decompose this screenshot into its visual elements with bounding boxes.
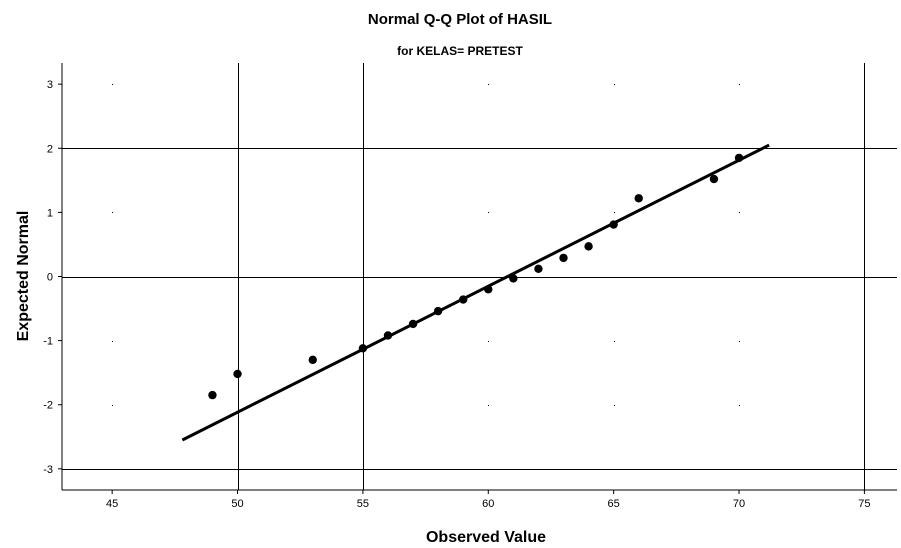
grid-dot xyxy=(238,84,239,85)
grid-dot xyxy=(488,212,489,213)
grid-dot xyxy=(363,148,364,149)
grid-dot xyxy=(363,84,364,85)
y-axis-label: Expected Normal xyxy=(15,211,32,342)
plot-area: 3 2 1 0 -1 -2 -3 45 50 55 60 65 70 75 xyxy=(43,63,897,510)
data-point xyxy=(208,390,217,400)
grid-dot xyxy=(488,148,489,149)
grid-dot xyxy=(488,469,489,470)
x-axis-label: Observed Value xyxy=(426,529,546,546)
grid-dot xyxy=(363,405,364,406)
grid-dot xyxy=(739,469,740,470)
grid-dot xyxy=(614,212,615,213)
grid-dot xyxy=(112,341,113,342)
x-tick-label: 55 xyxy=(357,498,369,510)
grid-dot xyxy=(864,277,865,278)
grid-dot xyxy=(112,469,113,470)
x-tick-label: 70 xyxy=(733,498,745,510)
y-tick-label: -1 xyxy=(43,336,53,348)
data-point xyxy=(484,285,493,294)
grid-dot xyxy=(614,341,615,342)
data-point xyxy=(509,274,518,283)
y-tick-label: 1 xyxy=(47,207,53,219)
grid-dot xyxy=(363,277,364,278)
grid-dot xyxy=(112,84,113,85)
grid-dot xyxy=(238,277,239,278)
grid-dot xyxy=(363,469,364,470)
grid-dot xyxy=(238,405,239,406)
chart-subtitle: for KELAS= PRETEST xyxy=(397,44,523,58)
y-tick-label: 2 xyxy=(47,143,53,155)
data-point xyxy=(734,153,744,163)
x-tick-label: 50 xyxy=(231,498,243,510)
y-tick-label: 3 xyxy=(47,79,53,91)
grid-dot xyxy=(488,405,489,406)
data-point xyxy=(584,242,593,251)
data-point xyxy=(634,194,643,203)
grid-dot xyxy=(614,84,615,85)
x-tick-label: 75 xyxy=(858,498,870,510)
grid-dot xyxy=(864,148,865,149)
grid-dot xyxy=(739,84,740,85)
grid-dot xyxy=(864,341,865,342)
grid-dot xyxy=(238,341,239,342)
grid-dot xyxy=(864,212,865,213)
data-point xyxy=(534,264,543,274)
grid-dot xyxy=(614,469,615,470)
data-point xyxy=(609,220,618,229)
data-point xyxy=(383,331,393,340)
x-tick-label: 65 xyxy=(608,498,620,510)
y-tick-label: 0 xyxy=(47,272,53,284)
grid-dot xyxy=(614,148,615,149)
grid-dot xyxy=(739,148,740,149)
data-point xyxy=(559,253,568,263)
grid-dot xyxy=(112,405,113,406)
grid-dot xyxy=(864,469,865,470)
data-point xyxy=(709,174,719,184)
reference-line xyxy=(181,143,770,442)
grid-dot xyxy=(864,405,865,406)
grid-dot xyxy=(488,277,489,278)
grid-dot xyxy=(112,212,113,213)
grid-dot xyxy=(739,212,740,213)
grid-dot xyxy=(238,212,239,213)
y-tick-label: -2 xyxy=(43,400,53,412)
grid-dot xyxy=(739,405,740,406)
grid-dot xyxy=(488,84,489,85)
grid-dot xyxy=(614,277,615,278)
x-tick-label: 45 xyxy=(106,498,118,510)
grid-dot xyxy=(238,148,239,149)
grid-dot xyxy=(864,84,865,85)
x-tick-label: 60 xyxy=(482,498,494,510)
grid-dot xyxy=(238,469,239,470)
data-point xyxy=(408,319,418,329)
grid-dot xyxy=(739,341,740,342)
grid-dot xyxy=(112,277,113,278)
grid-dot xyxy=(488,341,489,342)
y-tick-label: -3 xyxy=(43,464,53,476)
grid-dot xyxy=(112,148,113,149)
grid-dot xyxy=(363,212,364,213)
grid-dot xyxy=(614,405,615,406)
grid-dot xyxy=(363,341,364,342)
data-point xyxy=(308,355,317,365)
data-point xyxy=(233,369,242,379)
data-point xyxy=(433,306,443,316)
data-point xyxy=(358,344,368,353)
grid-dot xyxy=(739,277,740,278)
data-point xyxy=(459,295,468,304)
chart-title: Normal Q-Q Plot of HASIL xyxy=(368,11,552,28)
